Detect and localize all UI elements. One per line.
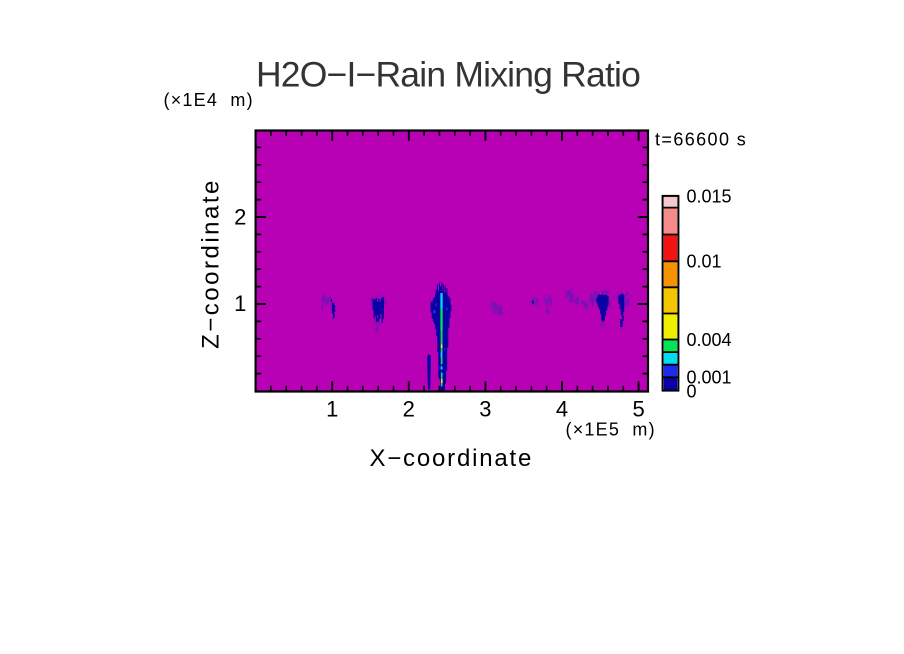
svg-text:(×1E4 m): (×1E4 m) xyxy=(164,90,254,110)
svg-text:0.01: 0.01 xyxy=(687,252,722,272)
svg-text:2: 2 xyxy=(403,397,415,422)
svg-text:0: 0 xyxy=(687,381,697,401)
svg-text:H2O−I−Rain Mixing Ratio: H2O−I−Rain Mixing Ratio xyxy=(256,55,640,95)
svg-text:0.004: 0.004 xyxy=(687,330,732,350)
svg-text:4: 4 xyxy=(556,397,568,422)
svg-text:1: 1 xyxy=(234,291,246,316)
svg-text:0.001: 0.001 xyxy=(687,368,732,388)
svg-text:3: 3 xyxy=(479,397,491,422)
svg-text:1: 1 xyxy=(326,397,338,422)
svg-text:5: 5 xyxy=(632,397,644,422)
svg-text:0.015: 0.015 xyxy=(687,186,732,206)
svg-text:(×1E5 m): (×1E5 m) xyxy=(566,420,656,440)
svg-text:X−coordinate: X−coordinate xyxy=(369,445,533,472)
svg-text:2: 2 xyxy=(234,205,246,230)
svg-text:Z−coordinate: Z−coordinate xyxy=(198,178,225,349)
svg-text:t=66600 s: t=66600 s xyxy=(655,130,747,150)
